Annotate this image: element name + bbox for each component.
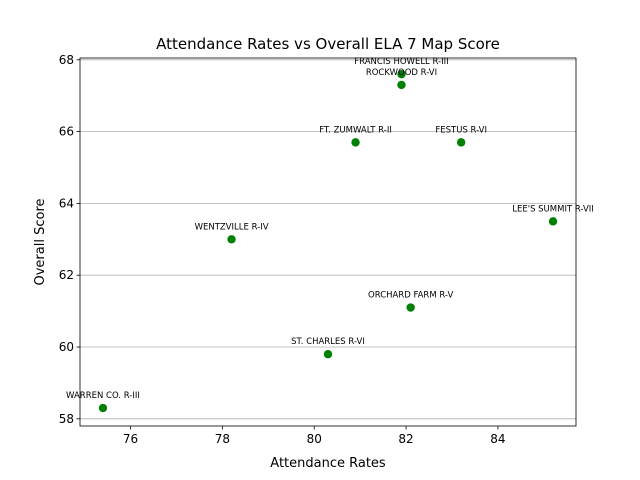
data-point-label: FESTUS R-VI	[435, 125, 487, 135]
x-tick-label: 82	[398, 432, 413, 446]
data-point-label: ST. CHARLES R-VI	[291, 337, 365, 347]
y-tick-label: 62	[59, 268, 74, 282]
data-point	[351, 138, 360, 147]
x-tick-label: 84	[490, 432, 505, 446]
data-point-label: ROCKWOOD R-VI	[366, 68, 437, 78]
y-axis-label: Overall Score	[33, 198, 48, 285]
data-point	[548, 217, 558, 226]
chart-title: Attendance Rates vs Overall ELA 7 Map Sc…	[156, 35, 500, 53]
data-point	[323, 349, 333, 359]
data-point-label: LEE'S SUMMIT R-VII	[512, 204, 594, 214]
data-point	[456, 138, 466, 147]
x-tick-label: 76	[123, 432, 138, 446]
grid-layer	[80, 59, 576, 420]
y-tick-label: 58	[59, 412, 74, 426]
data-point	[397, 80, 406, 90]
data-point	[98, 403, 108, 413]
data-point-label: WARREN CO. R-III	[66, 391, 140, 401]
data-point-label: WENTZVILLE R-IV	[195, 222, 269, 232]
tick-layer: 58 60 62 64 66 68 76 78 80 82 84	[59, 53, 506, 446]
data-point-label: FRANCIS HOWELL R-III	[354, 57, 448, 67]
y-tick-label: 68	[59, 53, 74, 67]
x-tick-label: 78	[215, 432, 230, 446]
x-tick-label: 80	[307, 432, 322, 446]
data-point-label: ORCHARD FARM R-V	[368, 291, 453, 301]
data-point	[406, 303, 415, 312]
y-tick-label: 64	[59, 196, 74, 210]
plot-frame	[79, 57, 577, 427]
y-tick-label: 66	[59, 125, 74, 139]
data-point	[397, 69, 406, 79]
data-point-label: FT. ZUMWALT R-II	[319, 125, 392, 135]
y-tick-label: 60	[59, 340, 74, 354]
x-axis-label: Attendance Rates	[270, 456, 386, 471]
data-point	[227, 235, 236, 244]
